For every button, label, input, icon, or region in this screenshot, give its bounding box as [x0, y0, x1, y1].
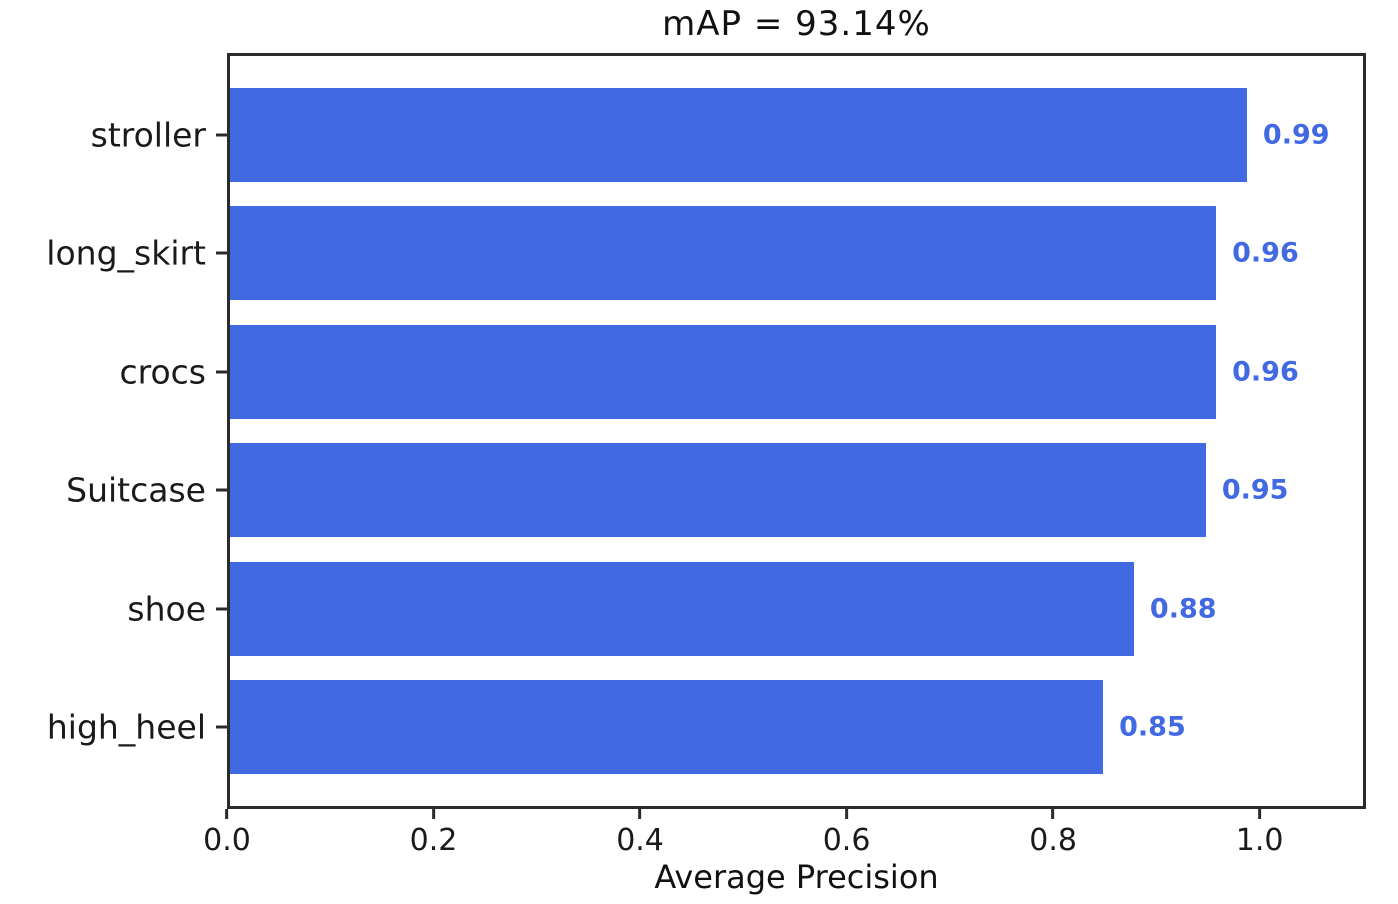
y-tick-mark: [216, 251, 227, 255]
x-tick-mark: [638, 809, 642, 819]
bar-value-label: 0.88: [1149, 593, 1217, 625]
bar-row-stroller: stroller 0.99: [91, 88, 1363, 182]
x-tick-label: 0.4: [616, 823, 664, 858]
y-tick-mark: [216, 725, 227, 729]
x-tick-mark: [1051, 809, 1055, 819]
bar-row-shoe: shoe 0.88: [127, 561, 1363, 656]
x-tick: 0.4: [616, 809, 664, 858]
x-tick-mark: [432, 809, 436, 819]
x-tick-label: 0.0: [203, 823, 251, 858]
bar-long-skirt: 0.96: [230, 206, 1299, 301]
bar-value-label: 0.99: [1262, 119, 1330, 151]
category-label: Suitcase: [66, 470, 206, 510]
category-label: high_heel: [46, 707, 206, 747]
x-axis-title: Average Precision: [654, 858, 939, 896]
bar-crocs: 0.96: [230, 324, 1299, 419]
bar-row-crocs: crocs 0.96: [119, 324, 1363, 419]
bar-value-label: 0.96: [1232, 356, 1299, 388]
x-tick: 0.6: [822, 809, 871, 858]
y-tick-mark: [216, 607, 227, 611]
x-tick-label: 0.6: [822, 823, 871, 858]
category-label: crocs: [119, 352, 206, 392]
x-tick-label: 0.8: [1029, 823, 1077, 858]
x-tick: 1.0: [1235, 809, 1284, 858]
x-tick-mark: [1258, 809, 1262, 819]
x-tick: 0.8: [1029, 809, 1077, 858]
x-tick-label: 1.0: [1235, 823, 1284, 858]
bar-row-suitcase: Suitcase 0.95: [66, 443, 1363, 538]
bar-shoe: 0.88: [230, 561, 1217, 656]
category-label: stroller: [90, 115, 206, 155]
bar-value-label: 0.85: [1119, 711, 1186, 743]
bar-value-label: 0.95: [1221, 474, 1289, 506]
category-label: shoe: [127, 589, 206, 629]
x-tick-label: 0.2: [409, 823, 458, 858]
bar-row-long-skirt: long_skirt 0.96: [46, 206, 1363, 301]
bar-stroller: 0.99: [230, 88, 1330, 182]
bar-suitcase: 0.95: [230, 443, 1288, 538]
y-tick-mark: [216, 133, 227, 137]
bar-row-high-heel: high_heel 0.85: [47, 679, 1363, 774]
category-label: long_skirt: [46, 233, 206, 273]
y-tick-mark: [216, 488, 227, 492]
x-tick-mark: [845, 809, 849, 819]
chart-title: mAP = 93.14%: [662, 4, 931, 44]
x-tick: 0.2: [409, 809, 458, 858]
x-tick: 0.0: [203, 809, 251, 858]
plot-area: stroller 0.99 long_skirt 0.96 crocs 0.96…: [46, 53, 1366, 809]
bar-value-label: 0.96: [1232, 237, 1299, 269]
x-tick-mark: [225, 809, 229, 819]
y-tick-mark: [216, 370, 227, 374]
bar-high-heel: 0.85: [230, 679, 1186, 774]
